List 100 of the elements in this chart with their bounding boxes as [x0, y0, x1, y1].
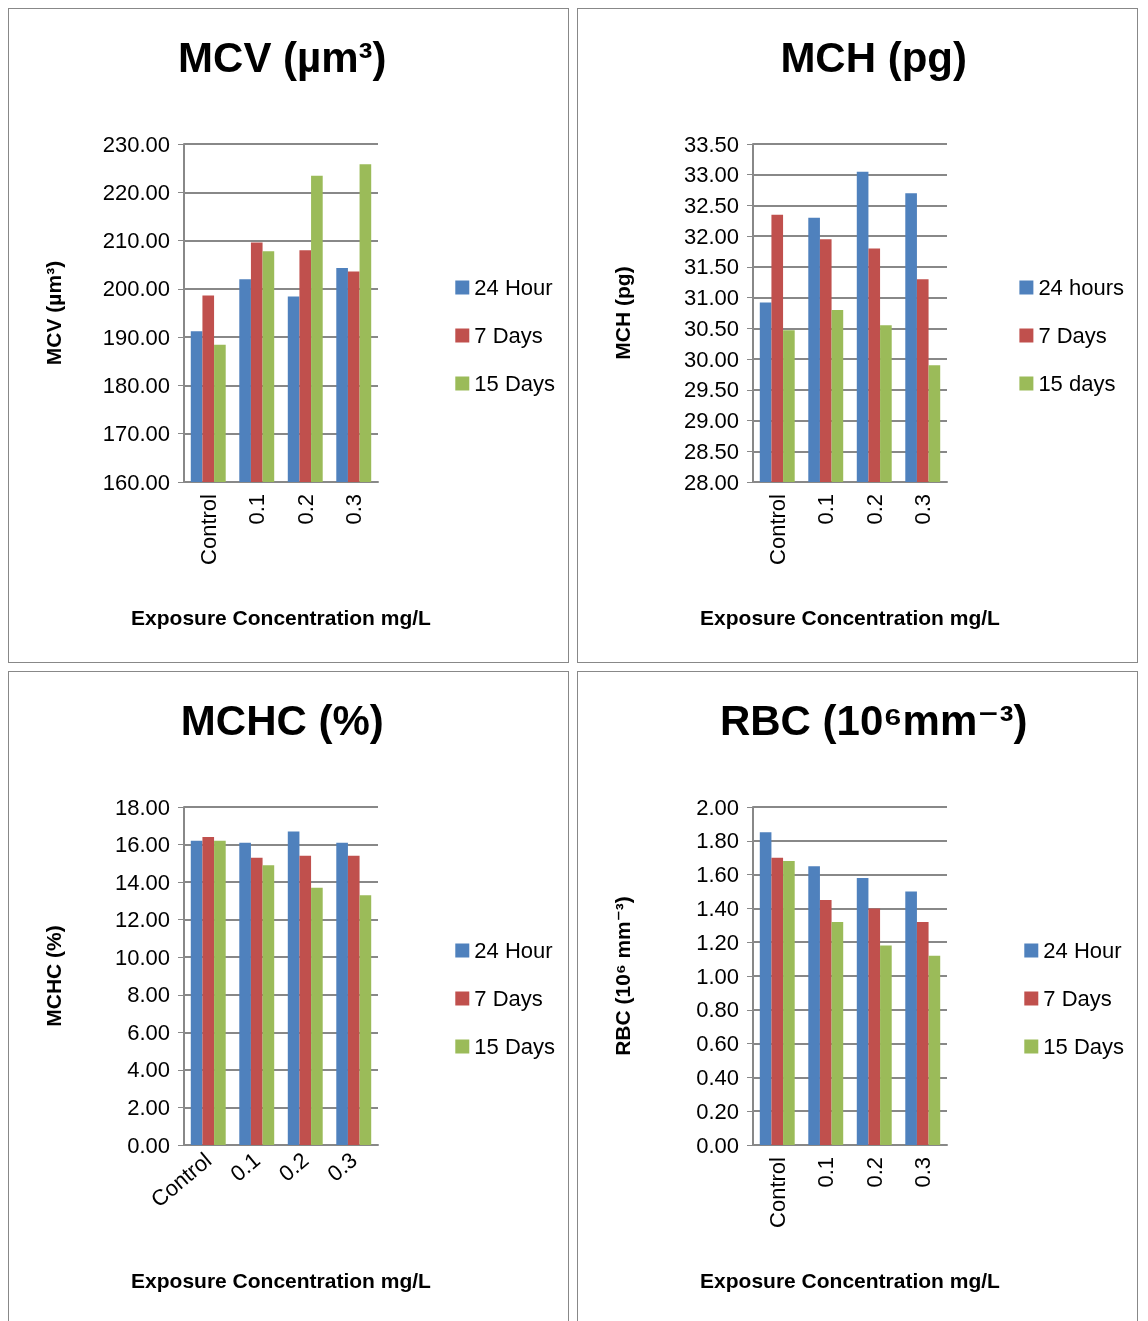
- x-tick-label: 0.2: [273, 1147, 314, 1187]
- y-tick-label: 29.00: [683, 408, 739, 434]
- y-tick-label: 160.00: [102, 469, 170, 495]
- y-tick-label: 10.00: [114, 944, 170, 970]
- y-axis-title: MCHC (%): [42, 925, 65, 1027]
- y-tick-label: 1.60: [696, 862, 739, 888]
- y-axis-title: MCV (µm³): [42, 260, 65, 366]
- bar: [916, 921, 929, 1145]
- x-tick-label: 0.1: [813, 494, 839, 525]
- y-tick-label: 31.50: [683, 254, 739, 280]
- bar: [759, 832, 772, 1145]
- x-tick-label: 0.1: [813, 1157, 839, 1188]
- bar: [214, 840, 226, 1145]
- chart-title: RBC (10⁶mm⁻³): [719, 696, 1028, 744]
- bar: [928, 955, 941, 1145]
- y-tick-label: 2.00: [127, 1094, 170, 1120]
- y-tick-label: 8.00: [127, 982, 170, 1008]
- legend-label: 15 days: [1038, 371, 1116, 396]
- bar: [239, 842, 251, 1145]
- y-tick-label: 18.00: [114, 794, 170, 820]
- y-tick-label: 29.50: [683, 377, 739, 403]
- y-tick-label: 30.00: [683, 346, 739, 372]
- bar: [311, 887, 323, 1145]
- bar: [287, 831, 300, 1145]
- y-tick-label: 28.00: [683, 469, 739, 495]
- legend-label: 7 Days: [1043, 986, 1112, 1011]
- y-tick-label: 33.50: [683, 131, 739, 157]
- bar: [190, 840, 203, 1145]
- bar: [202, 837, 215, 1145]
- y-tick-label: 190.00: [102, 324, 170, 350]
- bar: [819, 899, 832, 1145]
- x-tick-label: 0.1: [225, 1147, 265, 1187]
- x-axis-title: Exposure Concentration mg/L: [700, 1269, 1001, 1292]
- bar: [880, 945, 892, 1145]
- y-tick-label: 16.00: [114, 832, 170, 858]
- bar: [250, 857, 263, 1145]
- y-tick-label: 32.50: [683, 192, 739, 218]
- y-tick-label: 0.00: [696, 1132, 739, 1158]
- y-tick-label: 1.20: [696, 929, 739, 955]
- bar: [783, 861, 795, 1145]
- y-tick-label: 0.20: [696, 1098, 739, 1124]
- bar: [299, 855, 312, 1145]
- x-tick-label: 0.2: [861, 494, 887, 525]
- bar: [808, 866, 820, 1145]
- bar: [905, 891, 917, 1145]
- legend-label: 7 Days: [1038, 323, 1107, 348]
- y-tick-label: 2.00: [696, 794, 739, 820]
- legend-label: 24 hours: [1038, 275, 1125, 300]
- x-tick-label: Control: [764, 1157, 790, 1228]
- x-tick-label: 0.3: [910, 494, 936, 525]
- chart-title: MCV (µm³): [178, 33, 387, 81]
- y-tick-label: 12.00: [114, 907, 170, 933]
- x-tick-label: Control: [764, 494, 790, 565]
- y-tick-label: 170.00: [102, 421, 170, 447]
- y-tick-label: 0.40: [696, 1064, 739, 1090]
- y-tick-label: 0.00: [127, 1132, 170, 1158]
- y-tick-label: 30.50: [683, 315, 739, 341]
- y-tick-label: 210.00: [102, 228, 170, 254]
- bar: [359, 895, 372, 1145]
- x-tick-label: 0.3: [341, 494, 367, 525]
- legend-label: 24 Hour: [474, 938, 553, 963]
- x-tick-label: Control: [195, 494, 221, 565]
- bar: [262, 865, 275, 1145]
- y-tick-label: 0.60: [696, 1031, 739, 1057]
- y-tick-label: 14.00: [114, 869, 170, 895]
- y-tick-label: 4.00: [127, 1057, 170, 1083]
- legend-label: 15 Days: [474, 1034, 556, 1059]
- y-tick-label: 200.00: [102, 276, 170, 302]
- legend-label: 7 Days: [474, 986, 543, 1011]
- x-tick-label: 0.1: [244, 494, 270, 525]
- y-tick-label: 28.50: [683, 438, 739, 464]
- chart-title: MCH (pg): [780, 33, 967, 81]
- x-tick-label: 0.3: [910, 1157, 936, 1188]
- x-axis-title: Exposure Concentration mg/L: [131, 1269, 432, 1292]
- bar: [771, 857, 784, 1145]
- y-axis-title: MCH (pg): [611, 266, 634, 360]
- y-tick-label: 31.00: [683, 285, 739, 311]
- y-tick-label: 6.00: [127, 1019, 170, 1045]
- y-tick-label: 230.00: [102, 131, 170, 157]
- x-axis-title: Exposure Concentration mg/L: [700, 606, 1001, 629]
- bar: [336, 842, 348, 1145]
- legend-label: 15 Days: [1043, 1034, 1125, 1059]
- y-axis-title: RBC (10⁶ mm⁻³): [611, 896, 634, 1056]
- y-tick-label: 32.00: [683, 223, 739, 249]
- y-tick-label: 180.00: [102, 372, 170, 398]
- y-tick-label: 1.80: [696, 828, 739, 854]
- legend-label: 15 Days: [474, 371, 556, 396]
- x-tick-label: 0.2: [861, 1157, 887, 1188]
- y-tick-label: 1.40: [696, 895, 739, 921]
- chart-title: MCHC (%): [180, 696, 384, 744]
- y-tick-label: 33.00: [683, 162, 739, 188]
- bar: [868, 908, 881, 1145]
- legend-label: 7 Days: [474, 323, 543, 348]
- x-tick-label: 0.3: [322, 1147, 362, 1187]
- bar: [856, 877, 869, 1145]
- y-tick-label: 220.00: [102, 179, 170, 205]
- x-axis-title: Exposure Concentration mg/L: [131, 606, 432, 629]
- bar: [831, 921, 844, 1145]
- legend-label: 24 Hour: [1043, 938, 1122, 963]
- y-tick-label: 0.80: [696, 997, 739, 1023]
